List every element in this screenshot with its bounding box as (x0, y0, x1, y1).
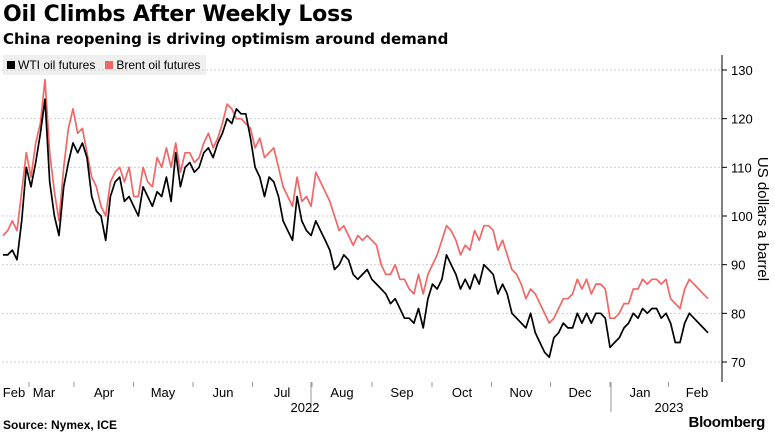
source-note: Source: Nymex, ICE (3, 418, 118, 432)
x-tick-label: Aug (330, 385, 353, 400)
x-tick-label: Jan (630, 385, 651, 400)
legend-item-brent: Brent oil futures (105, 58, 200, 72)
y-tick-label: 70 (731, 355, 745, 370)
year-label: 2023 (655, 400, 684, 415)
y-tick-label: 120 (731, 112, 753, 127)
x-tick-label: Nov (509, 385, 533, 400)
y-tick-label: 100 (731, 209, 753, 224)
year-label: 2022 (291, 400, 320, 415)
y-tick-label: 90 (731, 258, 745, 273)
bloomberg-logo: Bloomberg (688, 414, 766, 431)
x-tick-label: Feb (3, 385, 25, 400)
x-axis: Feb Mar Apr May Jun Jul Aug Sep Oct Nov Dec Jan Feb2… (3, 382, 708, 415)
x-tick-label: Mar (33, 385, 56, 400)
y-tick-label: 130 (731, 63, 753, 78)
series-line-wti (3, 98, 709, 358)
y-axis: 70 80 90 100 110 120 130 (721, 55, 753, 382)
x-tick-label: Jul (274, 385, 291, 400)
y-tick-label: 80 (731, 306, 745, 321)
y-axis-label: US dollars a barrel (754, 157, 771, 281)
y-tick-label: 110 (731, 160, 752, 175)
x-tick-label: Dec (568, 385, 592, 400)
x-tick-label: Jun (213, 385, 234, 400)
x-tick-label: Sep (390, 385, 413, 400)
legend-label-wti: WTI oil futures (18, 58, 96, 72)
series-line-brent (2, 78, 709, 324)
legend-label-brent: Brent oil futures (116, 58, 201, 72)
chart-title: Oil Climbs After Weekly Loss (3, 2, 353, 27)
legend-swatch-brent (105, 61, 114, 69)
chart-subtitle: China reopening is driving optimism arou… (3, 30, 449, 48)
x-tick-label: May (151, 385, 176, 400)
legend-swatch-wti (7, 61, 15, 69)
legend-item-wti: WTI oil futures (7, 58, 95, 72)
series-lines (2, 78, 709, 358)
x-tick-label: Oct (452, 385, 473, 400)
gridlines (2, 69, 722, 363)
x-tick-label: Feb (686, 385, 708, 400)
x-tick-label: Apr (94, 385, 115, 400)
